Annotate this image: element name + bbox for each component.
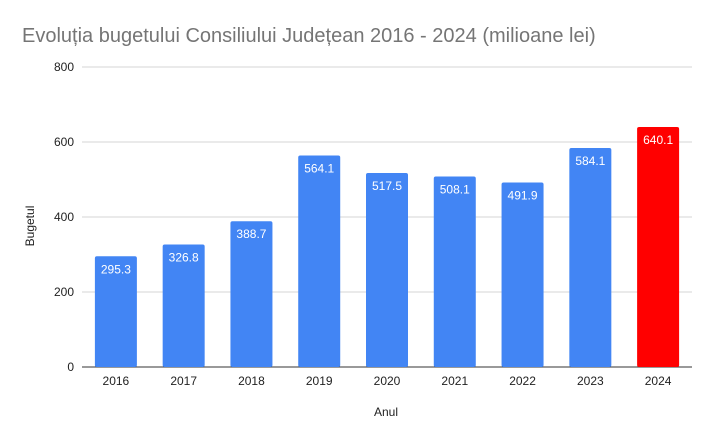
- y-axis-ticks: 0 200 400 600 800: [54, 60, 74, 374]
- y-tick-label: 200: [54, 285, 74, 299]
- x-tick-label: 2020: [374, 374, 401, 388]
- bar-value-label: 295.3: [101, 262, 131, 276]
- bar-value-label: 388.7: [236, 227, 266, 241]
- bar-2021: [433, 176, 476, 367]
- bars: 295.3 326.8 388.7 564.1 517.5 508.1 491.9 584.1…: [94, 126, 680, 368]
- bar-2016: [94, 256, 137, 367]
- x-tick-label: 2021: [441, 374, 468, 388]
- y-tick-label: 600: [54, 135, 74, 149]
- x-tick-label: 2024: [645, 374, 672, 388]
- bar-value-label: 508.1: [440, 182, 470, 196]
- bar-2017: [162, 244, 205, 367]
- bar-2023: [569, 147, 612, 367]
- y-axis-label: Bugetul: [23, 206, 37, 247]
- bar-value-label: 564.1: [304, 161, 334, 175]
- x-axis-label: Anul: [374, 405, 398, 419]
- x-tick-label: 2022: [509, 374, 536, 388]
- bar-value-label: 326.8: [169, 250, 199, 264]
- x-axis-ticks: 2016 2017 2018 2019 2020 2021 2022 2023 2024: [103, 374, 672, 388]
- bar-value-label: 491.9: [508, 189, 538, 203]
- x-tick-label: 2019: [306, 374, 333, 388]
- bar-2018: [230, 221, 273, 367]
- x-tick-label: 2017: [170, 374, 197, 388]
- bar-value-label: 517.5: [372, 179, 402, 193]
- bar-value-label: 640.1: [643, 133, 673, 147]
- x-tick-label: 2018: [238, 374, 265, 388]
- bar-2019: [298, 155, 341, 367]
- y-tick-label: 800: [54, 60, 74, 74]
- bar-2024: [637, 126, 680, 368]
- y-tick-label: 0: [67, 360, 74, 374]
- bar-2022: [501, 182, 544, 367]
- y-tick-label: 400: [54, 210, 74, 224]
- bar-2020: [366, 172, 408, 367]
- x-tick-label: 2016: [103, 374, 130, 388]
- x-tick-label: 2023: [577, 374, 604, 388]
- chart-title: Evoluția bugetului Consiliului Județean …: [22, 25, 596, 47]
- bar-value-label: 584.1: [575, 154, 605, 168]
